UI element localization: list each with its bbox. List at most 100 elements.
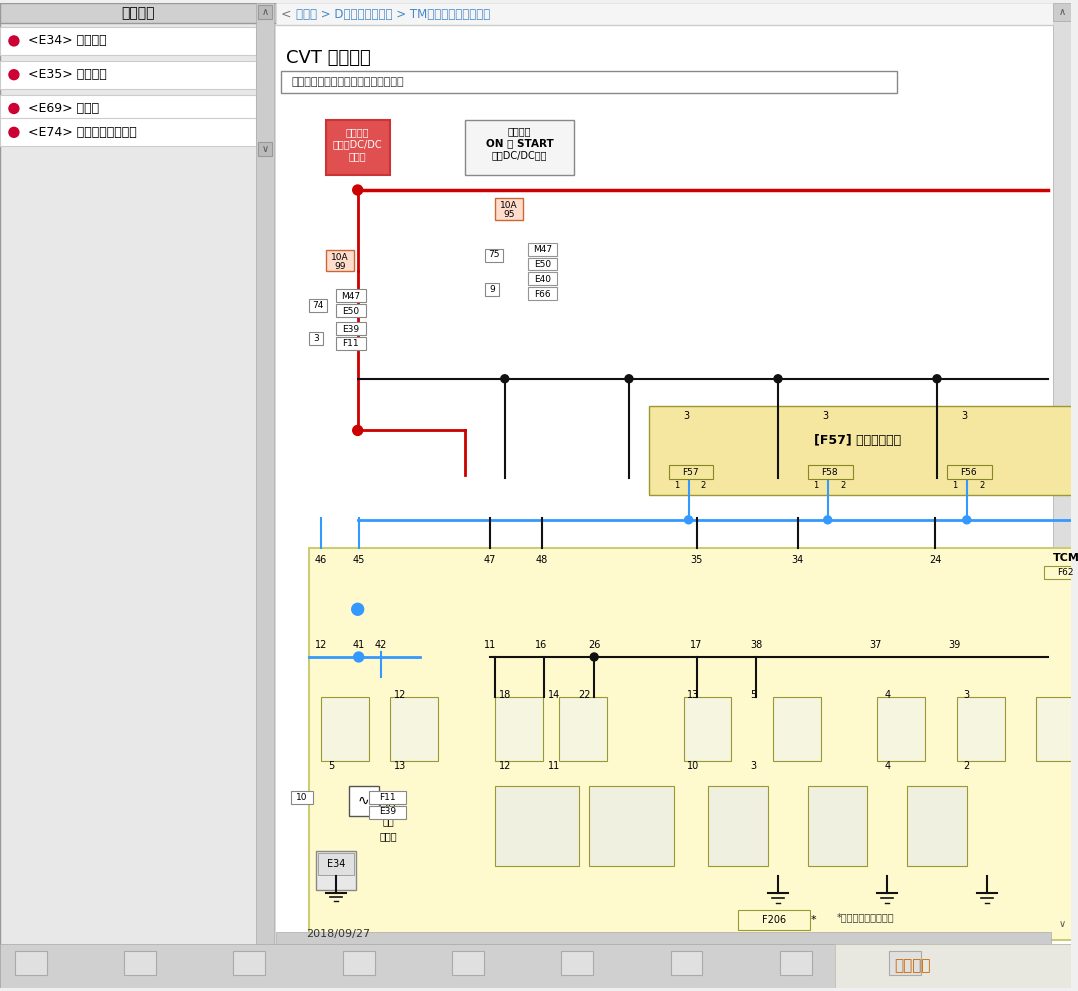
Text: 1: 1 — [813, 481, 818, 490]
Bar — [946, 465, 992, 479]
Text: <E74> 电动机油泵继电器: <E74> 电动机油泵继电器 — [28, 126, 137, 139]
Bar — [807, 786, 868, 865]
Text: ∧: ∧ — [1059, 7, 1066, 17]
Text: 电路图 > D变速箱和传动系 > TM变速驱动桥和变速箱: 电路图 > D变速箱和传动系 > TM变速驱动桥和变速箱 — [296, 8, 490, 21]
Bar — [683, 697, 731, 761]
Text: 3: 3 — [962, 410, 968, 420]
Text: <E69> 二极管: <E69> 二极管 — [28, 102, 99, 115]
Bar — [390, 697, 438, 761]
Bar — [1036, 697, 1078, 761]
Text: 34: 34 — [791, 555, 804, 565]
Bar — [369, 791, 406, 804]
Bar — [343, 951, 374, 975]
Bar — [349, 786, 378, 816]
Text: 4: 4 — [884, 690, 890, 700]
Text: 机油泵: 机油泵 — [379, 830, 398, 840]
Text: 13: 13 — [395, 761, 406, 771]
Text: 12: 12 — [498, 761, 511, 771]
Bar — [276, 3, 1072, 988]
Text: E50: E50 — [534, 260, 551, 269]
Bar — [908, 786, 967, 865]
Bar — [877, 697, 925, 761]
Text: E34: E34 — [327, 858, 345, 869]
Bar — [276, 933, 1051, 944]
Circle shape — [351, 604, 363, 615]
Text: 17: 17 — [690, 640, 703, 650]
Text: 1: 1 — [952, 481, 957, 490]
Text: 48: 48 — [536, 555, 548, 565]
Text: 3: 3 — [964, 690, 970, 700]
Bar — [527, 273, 557, 285]
Bar — [671, 951, 703, 975]
Text: 3: 3 — [683, 410, 690, 420]
Text: 10: 10 — [296, 793, 308, 802]
Text: ∧: ∧ — [262, 7, 268, 17]
Bar — [291, 791, 313, 804]
Bar — [562, 951, 593, 975]
Text: TCM: TCM — [1053, 553, 1078, 563]
Text: 3: 3 — [823, 410, 829, 420]
Text: 11: 11 — [549, 761, 561, 771]
Text: 41: 41 — [353, 640, 364, 650]
Bar — [527, 287, 557, 300]
Text: 4: 4 — [884, 761, 890, 771]
Bar — [780, 951, 812, 975]
Bar — [485, 283, 499, 296]
Bar — [559, 697, 607, 761]
Bar — [326, 121, 390, 175]
Bar — [738, 911, 810, 931]
Text: E40: E40 — [534, 275, 551, 283]
Bar — [1045, 566, 1078, 580]
Text: 点火开关: 点火开关 — [508, 126, 531, 137]
Bar — [957, 697, 1005, 761]
Bar — [318, 852, 354, 875]
Circle shape — [774, 375, 782, 383]
Bar — [485, 249, 502, 262]
Bar — [495, 697, 542, 761]
Bar — [0, 3, 276, 988]
Text: F62: F62 — [1056, 568, 1074, 577]
Text: [F57] 主转速传感器: [F57] 主转速传感器 — [814, 434, 901, 447]
Bar — [309, 299, 327, 312]
Text: CVT: CVT — [378, 801, 398, 811]
Bar — [281, 70, 897, 92]
Text: ∿: ∿ — [358, 794, 370, 808]
Text: 2: 2 — [979, 481, 984, 490]
Bar — [124, 951, 156, 975]
Text: 5: 5 — [328, 761, 334, 771]
Circle shape — [9, 103, 19, 113]
Bar — [0, 944, 1072, 988]
Text: 35: 35 — [690, 555, 703, 565]
Text: F66: F66 — [535, 289, 551, 299]
Text: 95: 95 — [503, 210, 514, 219]
Text: E39: E39 — [379, 808, 396, 817]
Text: 37: 37 — [869, 640, 882, 650]
Circle shape — [9, 69, 19, 79]
Text: 3: 3 — [750, 761, 756, 771]
Bar — [0, 60, 257, 88]
Text: 2: 2 — [701, 481, 706, 490]
Bar — [0, 27, 257, 55]
Bar — [590, 786, 674, 865]
Text: 5: 5 — [750, 690, 757, 700]
Text: 9: 9 — [489, 284, 495, 293]
Bar — [668, 465, 714, 479]
Text: M47: M47 — [533, 245, 552, 254]
Text: 47: 47 — [484, 555, 496, 565]
Bar — [495, 198, 523, 220]
Bar — [336, 289, 365, 302]
Text: 11: 11 — [484, 640, 496, 650]
Text: 42: 42 — [374, 640, 387, 650]
Text: 1: 1 — [674, 481, 679, 490]
Text: 99: 99 — [334, 262, 346, 271]
Bar — [15, 951, 46, 975]
Text: E50: E50 — [342, 306, 359, 316]
Text: 10A: 10A — [500, 201, 517, 210]
Text: F11: F11 — [379, 793, 396, 802]
Bar — [0, 94, 257, 123]
Text: 12: 12 — [315, 640, 327, 650]
Text: 汽修帮手: 汽修帮手 — [895, 958, 930, 973]
Text: 蓄电池电源供应、点火开关信号和接地: 蓄电池电源供应、点火开关信号和接地 — [291, 76, 404, 86]
Bar — [807, 465, 853, 479]
Bar — [336, 322, 365, 335]
